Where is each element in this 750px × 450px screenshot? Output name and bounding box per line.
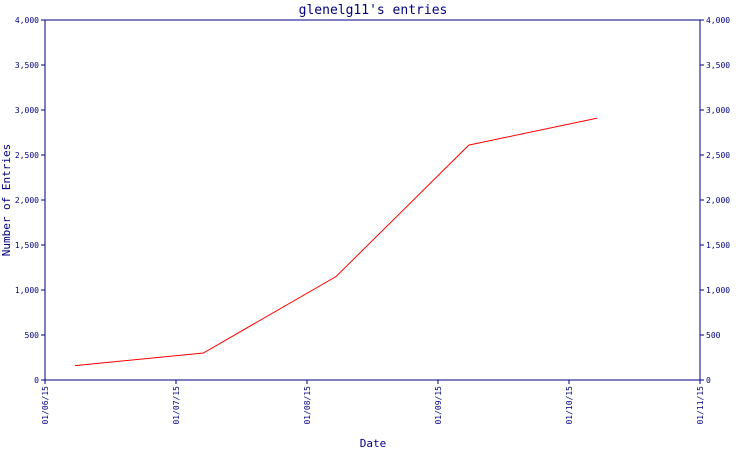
x-axis: 01/06/15 01/07/15 01/08/15 01/09/15 01/10/15… xyxy=(41,380,705,425)
y-tick-label-left: 3,000 xyxy=(15,106,39,115)
chart-title: glenelg11's entries xyxy=(299,3,448,18)
y-tick-label-right: 1,500 xyxy=(706,241,730,250)
y-tick-label-left: 0 xyxy=(34,376,39,385)
x-tick-label: 01/11/15 xyxy=(696,386,705,425)
x-tick-label: 01/09/15 xyxy=(434,386,443,425)
x-tick-label: 01/08/15 xyxy=(303,386,312,425)
entries-series-points xyxy=(74,117,598,367)
y-tick-label-left: 4,000 xyxy=(15,16,39,25)
x-tick-label: 01/10/15 xyxy=(565,386,574,425)
x-axis-title: Date xyxy=(360,437,387,450)
y-tick-label-right: 2,000 xyxy=(706,196,730,205)
y-tick-label-right: 3,500 xyxy=(706,61,730,70)
y-tick-label-left: 2,000 xyxy=(15,196,39,205)
data-point xyxy=(468,144,470,146)
x-tick-label: 01/07/15 xyxy=(172,386,181,425)
entries-series-line xyxy=(74,117,598,367)
y-tick-label-left: 1,000 xyxy=(15,286,39,295)
y-tick-label-right: 2,500 xyxy=(706,151,730,160)
y-tick-label-left: 500 xyxy=(25,331,40,340)
data-point xyxy=(596,117,598,119)
data-point xyxy=(202,352,204,354)
y-axis-left: 0 500 1,000 1,500 2,000 2,500 3,000 3,500 4,000 xyxy=(15,16,45,385)
plot-area-frame xyxy=(44,19,701,381)
y-tick-label-right: 4,000 xyxy=(706,16,730,25)
y-tick-label-left: 1,500 xyxy=(15,241,39,250)
y-axis-title: Number of Entries xyxy=(0,144,13,257)
data-point xyxy=(335,276,337,278)
y-tick-label-left: 2,500 xyxy=(15,151,39,160)
data-point xyxy=(74,365,76,367)
y-axis-right: 0 500 1,000 1,500 2,000 2,500 3,000 3,500 4,000 xyxy=(700,16,730,385)
y-tick-label-left: 3,500 xyxy=(15,61,39,70)
y-tick-label-right: 0 xyxy=(706,376,711,385)
y-tick-label-right: 1,000 xyxy=(706,286,730,295)
y-tick-label-right: 3,000 xyxy=(706,106,730,115)
y-tick-label-right: 500 xyxy=(706,331,721,340)
x-tick-label: 01/06/15 xyxy=(41,386,50,425)
